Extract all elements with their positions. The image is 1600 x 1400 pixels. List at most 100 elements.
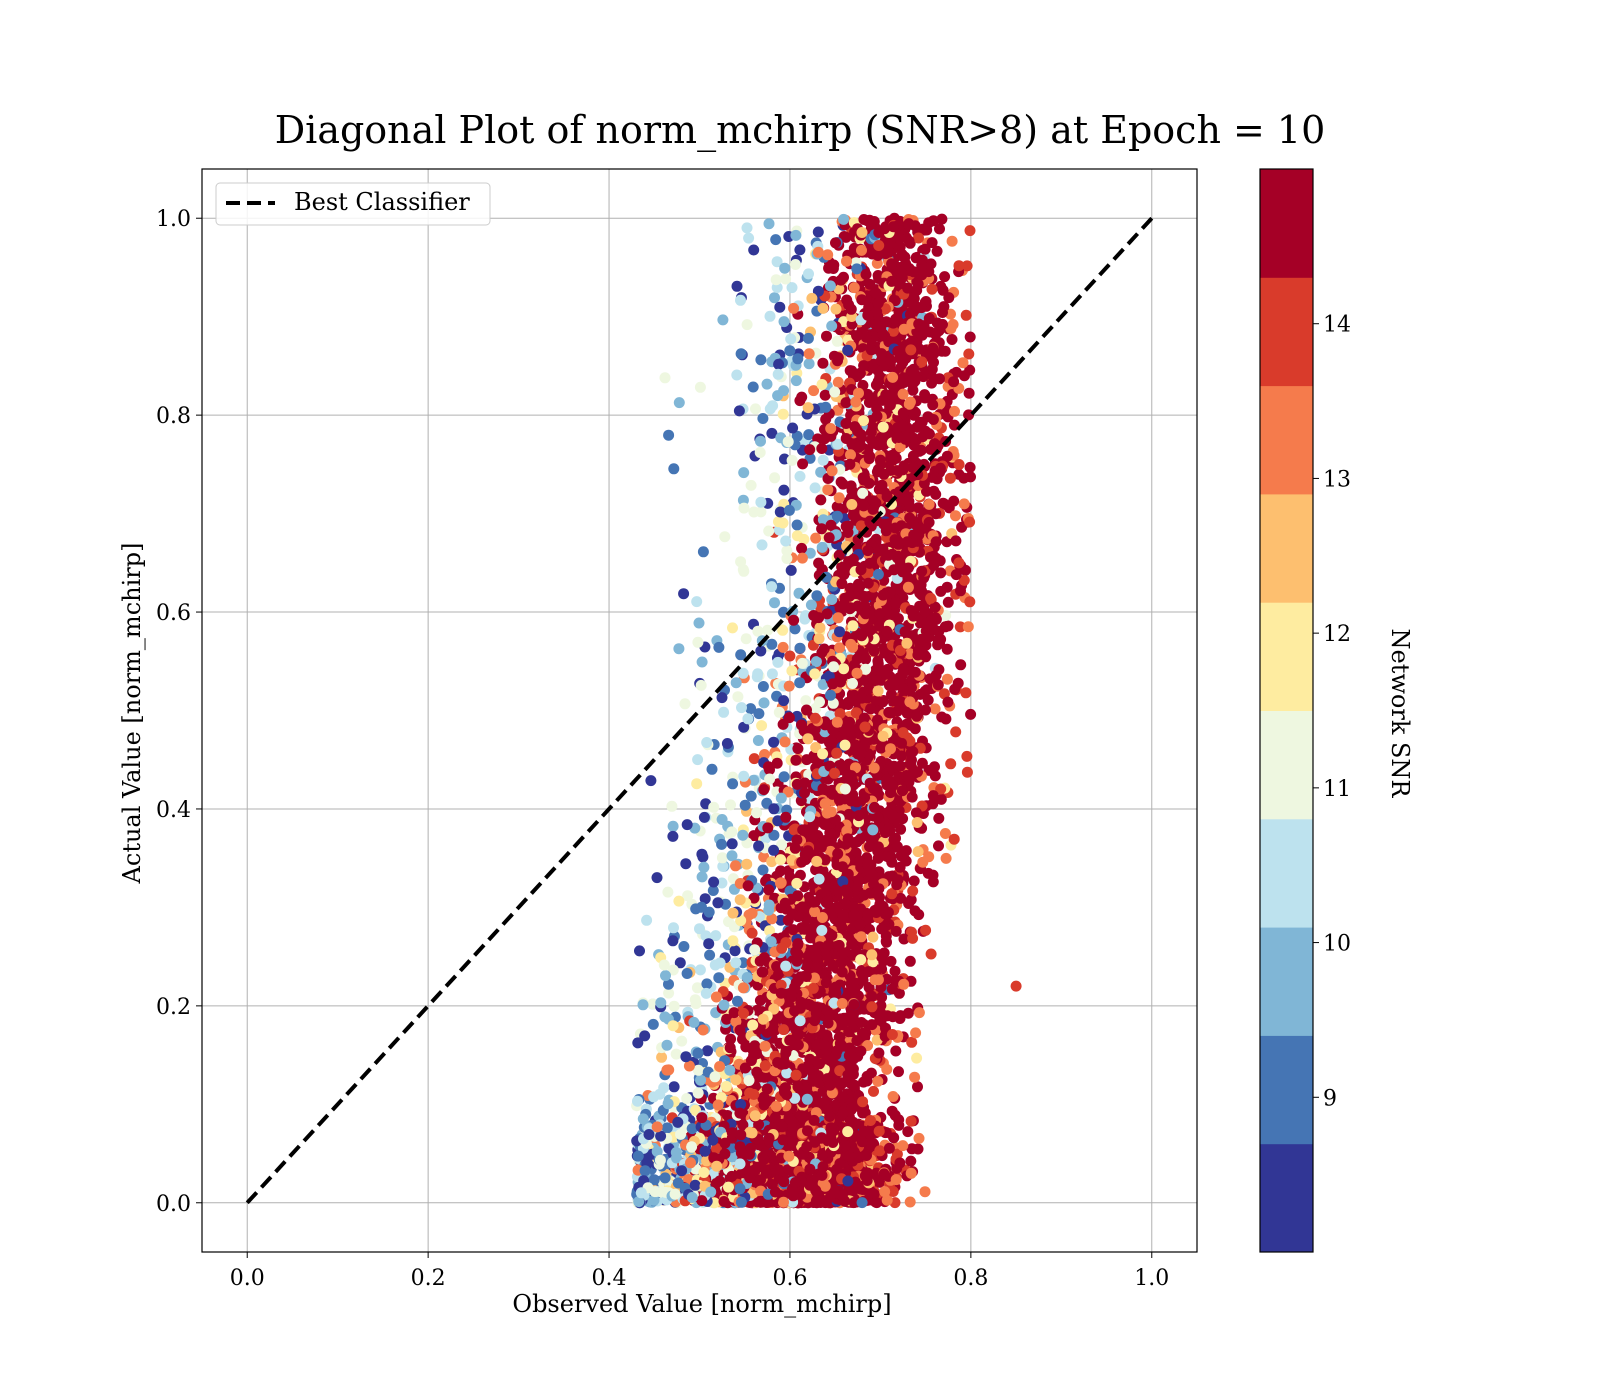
scatter-point	[819, 389, 831, 401]
chart-title: Diagonal Plot of norm_mchirp (SNR>8) at …	[275, 108, 1326, 153]
scatter-point	[745, 790, 757, 802]
scatter-point	[866, 1019, 878, 1031]
scatter-point	[738, 467, 750, 479]
scatter-point	[841, 255, 852, 267]
scatter-point	[817, 302, 829, 314]
scatter-point	[916, 329, 928, 341]
scatter-point	[713, 972, 725, 984]
scatter-point	[757, 864, 769, 876]
scatter-points	[631, 212, 1022, 1209]
scatter-point	[905, 1155, 917, 1167]
scatter-point	[696, 871, 708, 883]
scatter-point	[881, 973, 893, 985]
scatter-point	[694, 381, 706, 393]
scatter-point	[673, 397, 685, 409]
scatter-point	[764, 925, 776, 937]
scatter-point	[905, 1115, 917, 1127]
scatter-point	[704, 949, 716, 961]
scatter-point	[810, 864, 822, 876]
scatter-point	[906, 1143, 918, 1155]
scatter-point	[963, 387, 975, 399]
scatter-point	[771, 256, 783, 268]
scatter-point	[808, 385, 820, 397]
scatter-point	[691, 982, 703, 994]
scatter-point	[701, 978, 713, 990]
scatter-point	[832, 612, 844, 624]
scatter-point	[697, 546, 709, 558]
scatter-point	[762, 624, 774, 636]
scatter-point	[942, 620, 954, 632]
scatter-point	[865, 426, 877, 438]
scatter-point	[661, 1039, 673, 1051]
scatter-point	[673, 895, 685, 907]
scatter-point	[775, 865, 787, 877]
scatter-point	[808, 829, 820, 841]
scatter-point	[732, 691, 744, 703]
scatter-point	[727, 935, 739, 947]
scatter-point	[902, 1126, 914, 1138]
scatter-point	[756, 966, 768, 978]
scatter-point	[737, 494, 749, 506]
scatter-point	[800, 610, 812, 622]
scatter-point	[766, 427, 778, 439]
scatter-point	[702, 1045, 713, 1057]
scatter-point	[731, 369, 743, 381]
scatter-point	[821, 608, 833, 620]
scatter-point	[786, 454, 798, 466]
scatter-point	[774, 301, 786, 313]
scatter-point	[740, 633, 752, 645]
scatter-point	[785, 564, 797, 576]
scatter-point	[656, 1051, 668, 1063]
scatter-point	[779, 736, 791, 748]
scatter-point	[815, 466, 827, 478]
scatter-point	[864, 841, 875, 853]
scatter-point	[908, 875, 920, 887]
scatter-point	[730, 957, 742, 969]
scatter-point	[770, 274, 782, 286]
scatter-point	[634, 945, 645, 957]
scatter-point	[778, 695, 790, 707]
scatter-point	[663, 978, 674, 990]
scatter-point	[766, 668, 778, 680]
scatter-point	[674, 957, 686, 969]
scatter-point	[668, 1081, 680, 1093]
scatter-point	[941, 536, 953, 548]
scatter-point	[791, 530, 803, 542]
scatter-point	[953, 459, 965, 470]
scatter-point	[964, 461, 976, 473]
scatter-point	[737, 829, 749, 841]
scatter-point	[725, 1033, 737, 1045]
scatter-point	[662, 886, 674, 898]
scatter-point	[791, 430, 803, 442]
scatter-point	[909, 1071, 921, 1083]
scatter-point	[696, 656, 708, 668]
scatter-point	[941, 673, 953, 685]
scatter-point	[929, 703, 941, 715]
scatter-point	[769, 292, 780, 304]
scatter-point	[750, 403, 761, 415]
scatter-point	[758, 697, 770, 709]
scatter-point	[922, 694, 934, 706]
scatter-point	[745, 703, 757, 715]
scatter-point	[796, 542, 808, 554]
scatter-point	[911, 1052, 923, 1064]
scatter-point	[791, 519, 803, 531]
scatter-point	[784, 345, 796, 357]
scatter-point	[766, 638, 778, 650]
scatter-point	[738, 721, 750, 733]
scatter-point	[743, 232, 755, 244]
scatter-point	[725, 799, 736, 811]
scatter-point	[761, 378, 773, 390]
scatter-point	[757, 413, 769, 424]
scatter-point	[817, 357, 829, 369]
scatter-point	[925, 948, 937, 960]
scatter-point	[950, 726, 962, 738]
scatter-point	[641, 914, 653, 926]
scatter-point	[831, 335, 843, 347]
scatter-point	[667, 935, 679, 947]
scatter-point	[919, 1186, 931, 1198]
scatter-point	[789, 623, 801, 635]
scatter-point	[957, 357, 969, 369]
scatter-point	[939, 345, 951, 357]
scatter-point	[780, 273, 792, 285]
